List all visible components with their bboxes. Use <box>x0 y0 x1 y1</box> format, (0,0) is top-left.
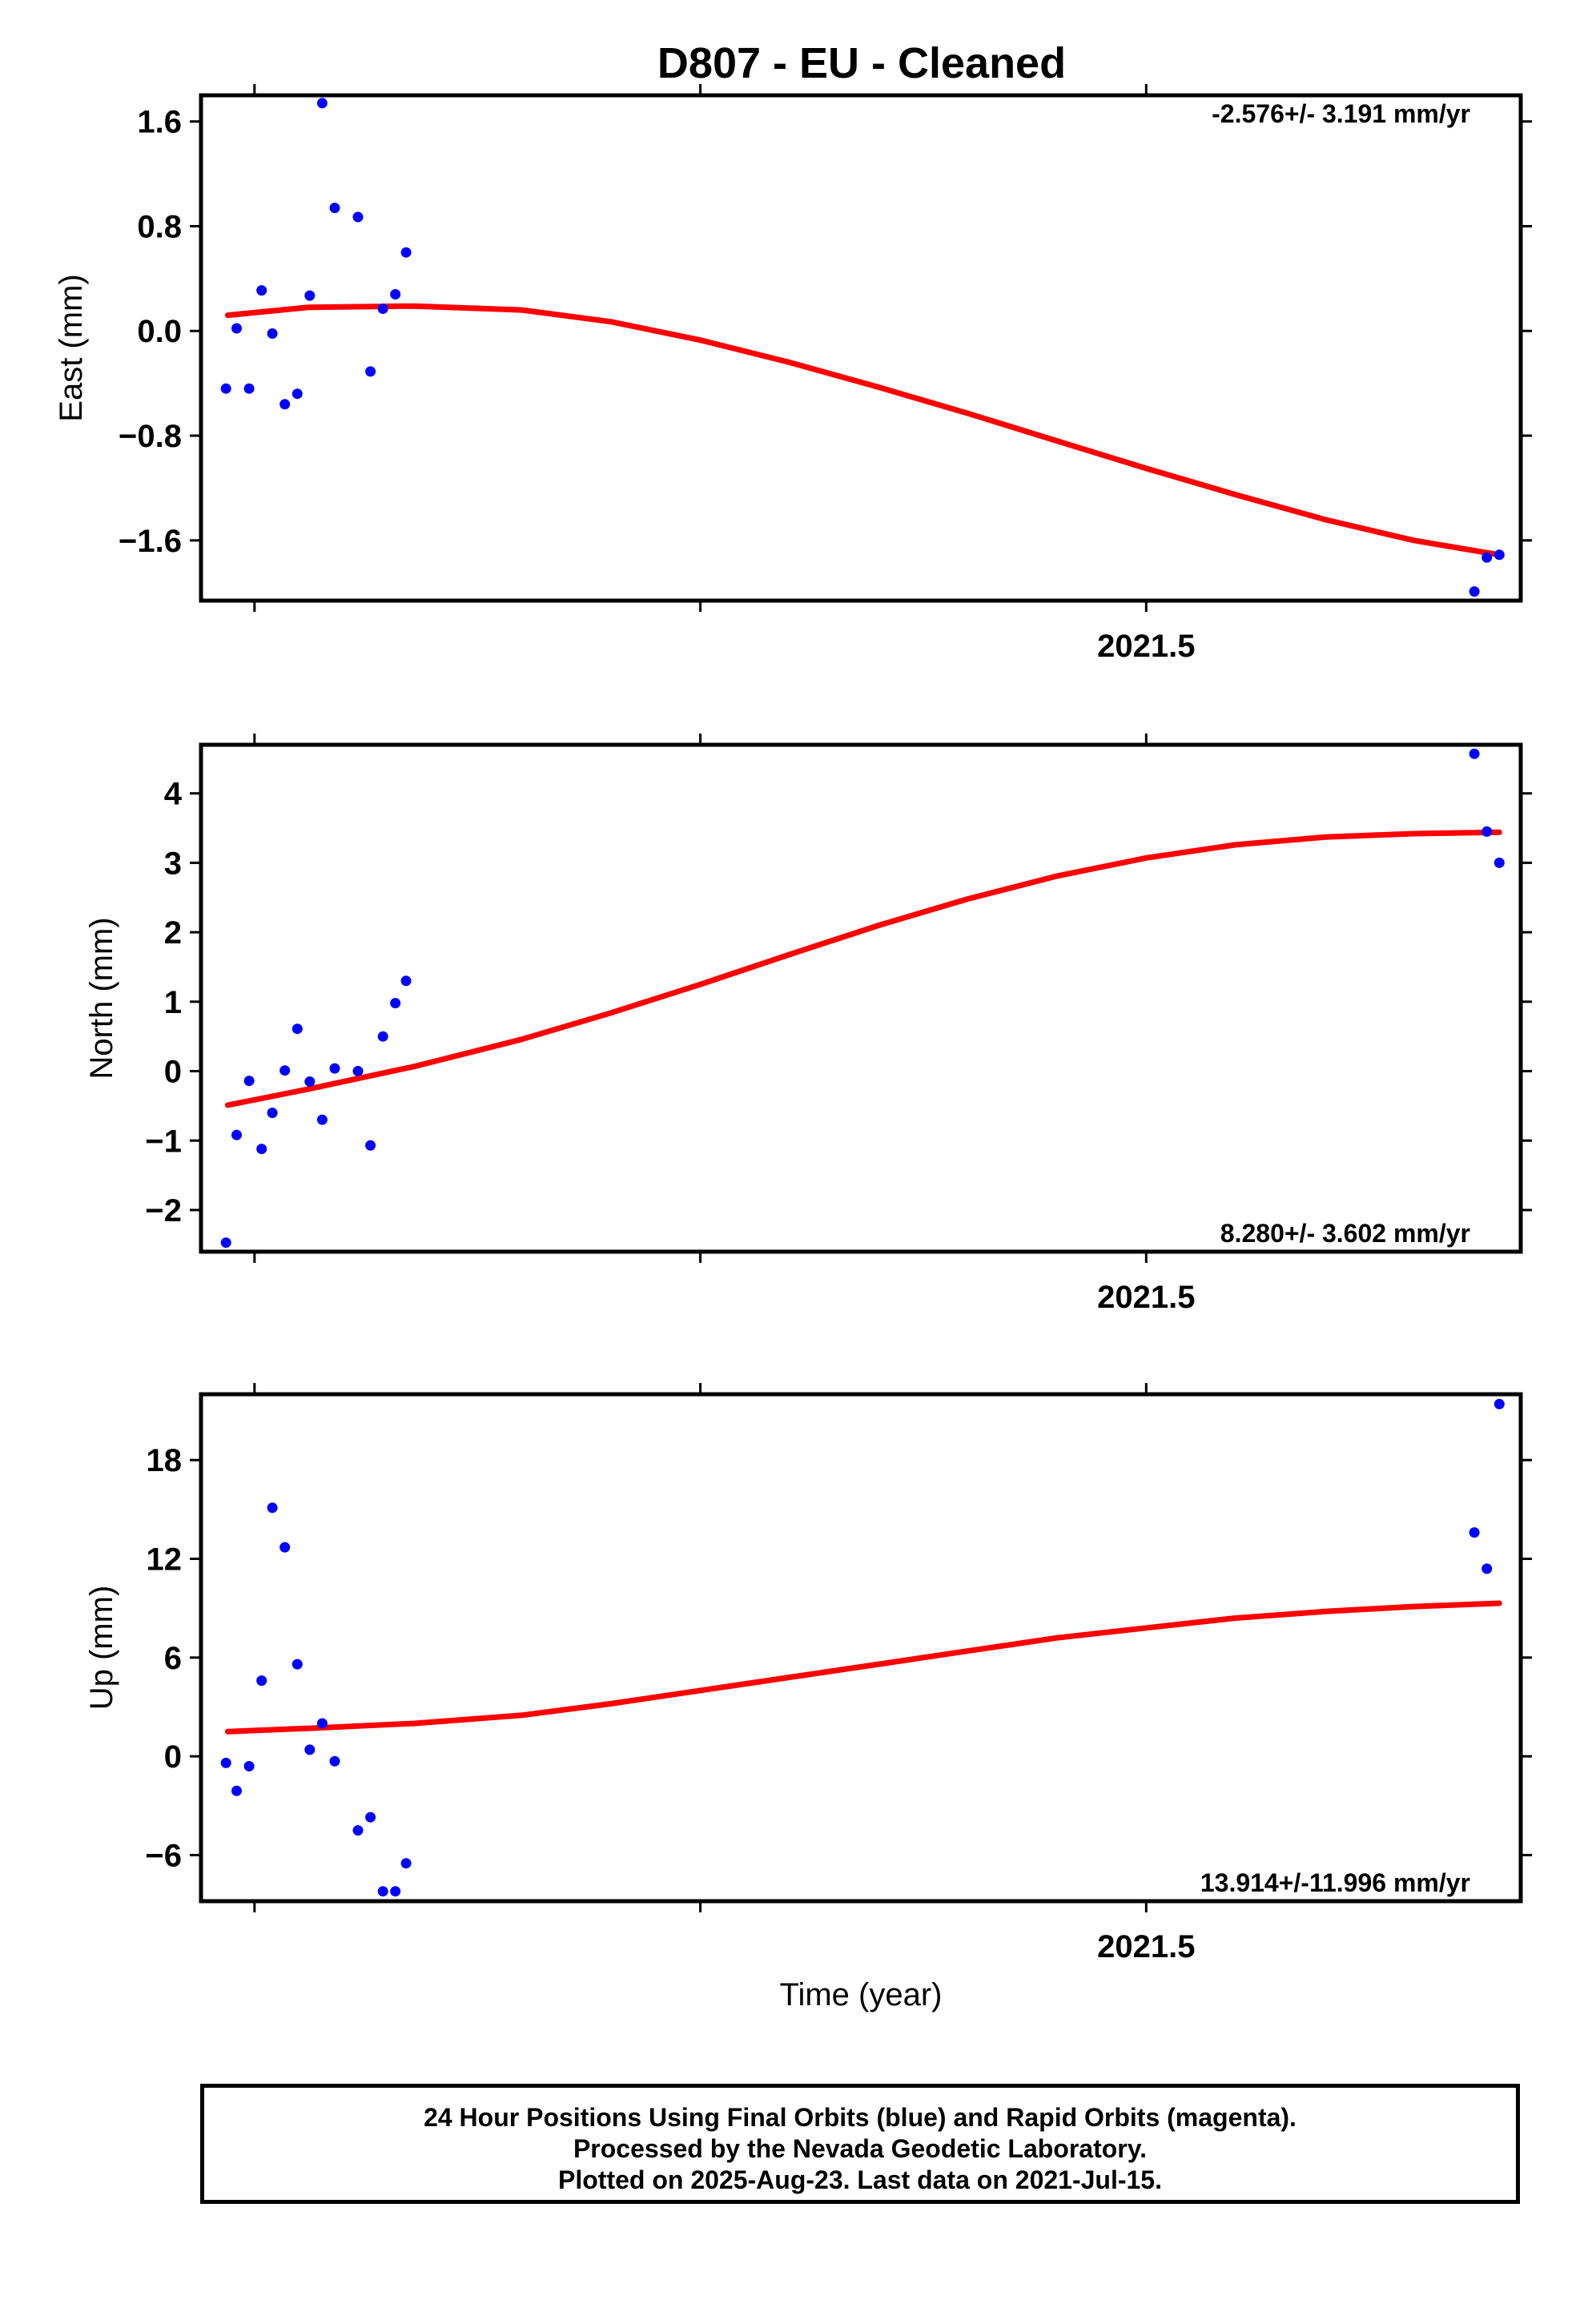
up-data-point <box>400 1858 412 1869</box>
east-data-point <box>400 247 412 258</box>
up-data-point <box>291 1659 303 1670</box>
up-data-point <box>1469 1527 1480 1538</box>
up-data-point <box>329 1755 340 1767</box>
up-data-point <box>267 1502 278 1514</box>
north-panel: 4 3 2 1 0 −1 −2 2021.5 North (mm) 8.280+/- 3.602 … <box>84 734 1532 1315</box>
north-ytick-label: −1 <box>145 1124 182 1159</box>
north-data-point <box>304 1076 316 1088</box>
east-data-point <box>316 98 328 109</box>
east-data-point <box>256 285 267 296</box>
up-ytick-label: −6 <box>145 1838 182 1873</box>
north-data-point <box>377 1031 388 1042</box>
north-data-point <box>231 1129 242 1140</box>
up-ylabel: Up (mm) <box>84 1586 119 1711</box>
north-data-point <box>279 1065 291 1076</box>
east-ytick-label: 0.8 <box>137 209 182 244</box>
north-data-point <box>1481 826 1493 837</box>
east-ytick-label: −0.8 <box>119 419 182 454</box>
up-data-point <box>231 1785 242 1796</box>
north-ytick-label: 0 <box>164 1055 182 1090</box>
east-data-point <box>1481 552 1493 563</box>
north-ytick-label: 4 <box>164 777 183 812</box>
up-ytick-label: 18 <box>147 1443 183 1478</box>
east-data-point <box>1469 586 1480 597</box>
east-data-point <box>267 328 278 339</box>
up-data-point <box>243 1761 255 1771</box>
east-rate-label: -2.576+/- 3.191 mm/yr <box>1212 99 1470 128</box>
north-data-point <box>243 1076 255 1087</box>
east-plot-frame <box>199 93 1523 603</box>
up-panel: 18 12 6 0 −6 2021.5 Up (mm) 13.914+/-11.996 mm/… <box>84 1383 1532 2012</box>
north-xtick-label: 2021.5 <box>1097 1280 1195 1315</box>
up-rate-label: 13.914+/-11.996 mm/yr <box>1200 1868 1470 1897</box>
footer-box: 24 Hour Positions Using Final Orbits (bl… <box>200 2084 1520 2204</box>
up-ytick-label: 6 <box>164 1641 182 1676</box>
north-data-point <box>329 1063 340 1074</box>
east-fit-line <box>224 303 1502 558</box>
east-data-point <box>377 304 388 314</box>
north-rate-label: 8.280+/- 3.602 mm/yr <box>1220 1219 1470 1248</box>
north-data-point <box>291 1023 303 1035</box>
footer-line-2: Processed by the Nevada Geodetic Laborat… <box>573 2134 1148 2163</box>
up-data-point <box>256 1675 267 1687</box>
north-data-point <box>400 975 412 987</box>
north-data-point <box>1469 748 1480 759</box>
east-data-point <box>220 383 231 394</box>
up-data-point <box>377 1886 388 1897</box>
east-data-point <box>279 399 291 410</box>
up-data-point <box>365 1811 376 1823</box>
east-data-point <box>365 366 376 377</box>
east-xtick-label: 2021.5 <box>1097 629 1195 664</box>
up-ytick-label: 12 <box>147 1542 183 1578</box>
east-ytick-label: −1.6 <box>119 524 182 559</box>
xlabel-time: Time (year) <box>780 1977 943 2012</box>
north-data-point <box>1494 857 1505 868</box>
up-xtick-label: 2021.5 <box>1097 1929 1195 1964</box>
up-data-point <box>279 1542 291 1553</box>
east-data-point <box>1494 549 1505 561</box>
east-panel: 1.6 0.8 0.0 −0.8 −1.6 2021.5 East (mm) -2.576+/… <box>54 84 1532 664</box>
east-data-point <box>243 383 255 394</box>
up-data-point <box>220 1757 231 1768</box>
north-ytick-label: 3 <box>164 846 182 881</box>
up-data-point <box>1494 1398 1505 1409</box>
north-data-point <box>390 998 401 1009</box>
up-fit-line <box>224 1600 1502 1735</box>
chart-title: D807 - EU - Cleaned <box>657 39 1066 87</box>
north-plot-frame <box>199 742 1523 1254</box>
north-data-point <box>220 1237 231 1248</box>
north-ytick-label: 1 <box>164 985 182 1020</box>
north-data-point <box>267 1108 278 1119</box>
footer-line-3: Plotted on 2025-Aug-23. Last data on 202… <box>558 2165 1162 2194</box>
east-ytick-label: 0.0 <box>137 314 182 349</box>
up-data-point <box>390 1886 401 1897</box>
north-data-point <box>316 1114 328 1125</box>
north-data-point <box>352 1066 364 1076</box>
north-fit-line <box>224 829 1502 1108</box>
up-data-point <box>316 1718 328 1729</box>
east-data-point <box>329 203 340 214</box>
up-data-point <box>1481 1563 1493 1574</box>
east-data-point <box>291 388 303 400</box>
east-ytick-label: 1.6 <box>137 105 182 140</box>
footer-line-1: 24 Hour Positions Using Final Orbits (bl… <box>424 2103 1297 2132</box>
east-ylabel: East (mm) <box>54 274 89 421</box>
east-data-point <box>304 290 316 301</box>
north-ytick-label: 2 <box>164 915 182 951</box>
east-data-point <box>231 323 242 334</box>
north-ytick-label: −2 <box>145 1193 182 1228</box>
up-ytick-label: 0 <box>164 1739 182 1775</box>
up-data-point <box>304 1744 316 1755</box>
east-data-point <box>390 289 401 300</box>
north-data-point <box>256 1144 267 1155</box>
north-ylabel: North (mm) <box>84 917 119 1079</box>
east-data-point <box>352 211 364 223</box>
north-data-point <box>365 1140 376 1151</box>
up-data-point <box>352 1825 364 1836</box>
up-plot-frame <box>199 1392 1523 1904</box>
